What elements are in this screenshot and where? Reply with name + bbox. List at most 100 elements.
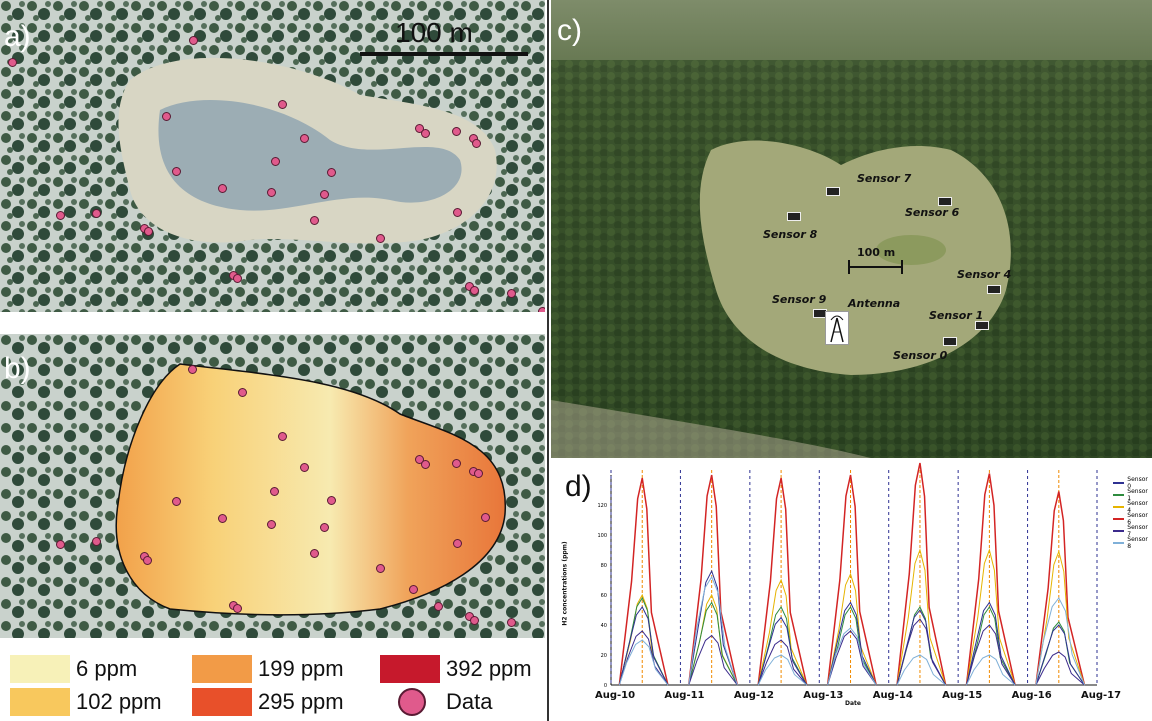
y-tick-label: 80	[601, 563, 607, 569]
data-point-marker	[143, 556, 152, 565]
data-point-marker	[320, 190, 329, 199]
data-point-marker	[278, 100, 287, 109]
series-line-s4	[965, 548, 1016, 686]
data-point-marker	[376, 564, 385, 573]
data-point-marker	[92, 209, 101, 218]
data-point-marker	[415, 455, 424, 464]
y-tick-label: 40	[601, 623, 607, 629]
data-point-marker	[481, 513, 490, 522]
data-point-marker	[310, 549, 319, 558]
legend-entry: Sensor 0	[1113, 476, 1152, 490]
series-line-s4	[1035, 549, 1085, 686]
sensor-label-7: Sensor 7	[857, 172, 912, 185]
series-line-s1	[688, 601, 738, 686]
series-line-s0	[965, 601, 1016, 686]
data-point-marker	[172, 497, 181, 506]
legend-item-102ppm: 102 ppm	[10, 688, 162, 716]
sensor-marker-0	[943, 337, 957, 346]
data-point-marker	[453, 539, 462, 548]
panel-b: b)	[0, 334, 545, 638]
legend-label: Sensor 6	[1127, 512, 1148, 526]
series-line-s7	[688, 634, 738, 686]
series-line-s7	[1035, 651, 1085, 686]
panel-d: d) 0 20 40 60 80 100 120 H2 concentrations (pp…	[551, 460, 1152, 721]
sensor-label-9: Sensor 9	[772, 293, 827, 306]
data-point-marker	[470, 616, 479, 625]
series-line-s6	[757, 477, 808, 686]
data-point-marker	[474, 469, 483, 478]
y-tick-label: 60	[601, 593, 607, 599]
data-point-marker	[162, 112, 171, 121]
data-point-marker	[320, 523, 329, 532]
legend-entry: Sensor 8	[1113, 536, 1152, 550]
data-point-marker	[538, 307, 545, 312]
data-point-marker	[270, 487, 279, 496]
scale-bar-c-label: 100 m	[857, 246, 896, 259]
legend-line	[1113, 542, 1125, 544]
data-point-marker	[271, 157, 280, 166]
x-tick-label: Aug-12	[733, 690, 774, 701]
data-point-marker	[188, 365, 197, 374]
data-point-marker	[421, 129, 430, 138]
data-marker-icon	[398, 688, 426, 716]
series-line-s6	[1035, 491, 1086, 686]
data-point-marker	[415, 124, 424, 133]
data-point-marker	[278, 432, 287, 441]
y-axis-label: H2 concentrations (ppm)	[561, 541, 569, 626]
series-line-s8	[827, 627, 877, 686]
data-point-marker	[189, 36, 198, 45]
data-point-marker	[470, 286, 479, 295]
panel-c: c) 100 m Sensor 7 Sensor 6 Sensor 8 Sens…	[551, 0, 1152, 458]
legend-line	[1113, 506, 1125, 508]
y-tick-label: 120	[597, 503, 607, 509]
data-point-marker	[327, 496, 336, 505]
x-tick-label: Aug-10	[595, 690, 636, 701]
x-tick-label: Aug-13	[803, 690, 844, 701]
sensor-label-8: Sensor 8	[763, 228, 818, 241]
series-line-s0	[757, 616, 808, 686]
data-point-marker	[92, 537, 101, 546]
data-point-marker	[376, 234, 385, 243]
x-axis-label: Date	[845, 700, 861, 707]
panel-a: a) 100 m	[0, 0, 545, 312]
data-point-marker	[8, 58, 17, 67]
series-line-s8	[1035, 597, 1085, 686]
scale-bar-label: 100 m	[395, 17, 473, 48]
antenna-icon	[825, 311, 849, 345]
series-line-s0	[1035, 624, 1085, 686]
aerial-oblique-photo	[551, 0, 1152, 458]
data-point-marker	[452, 459, 461, 468]
sensor-marker-7	[826, 187, 840, 196]
data-point-marker	[56, 211, 65, 220]
scale-bar-c-right-tick	[901, 260, 903, 274]
legend-item-data: Data	[380, 688, 492, 716]
legend-line	[1113, 530, 1125, 532]
x-tick-label: Aug-17	[1081, 690, 1122, 701]
sensor-marker-8	[787, 212, 801, 221]
sensor-label-6: Sensor 6	[905, 206, 960, 219]
panel-label-a: a)	[4, 20, 31, 53]
sensor-marker-6	[938, 197, 952, 206]
series-line-s8	[757, 654, 808, 686]
panel-label-c: c)	[557, 14, 582, 47]
legend-item-6ppm: 6 ppm	[10, 655, 137, 683]
concentration-surface	[115, 363, 506, 616]
series-line-s6	[826, 474, 877, 686]
antenna-label: Antenna	[848, 297, 901, 310]
legend-item-392ppm: 392 ppm	[380, 655, 532, 683]
data-point-marker	[434, 602, 443, 611]
data-point-marker	[327, 168, 336, 177]
panel-label-d: d)	[565, 470, 592, 503]
data-point-marker	[267, 520, 276, 529]
h2-timeseries-chart: 0 20 40 60 80 100 120	[597, 462, 1098, 689]
series-line-s4	[896, 548, 947, 686]
x-tick-label: Aug-11	[664, 690, 705, 701]
sensor-label-4: Sensor 4	[957, 268, 1012, 281]
y-tick-label: 100	[597, 533, 607, 539]
scale-bar	[360, 52, 528, 56]
scale-bar-c	[848, 266, 902, 268]
data-point-marker	[144, 227, 153, 236]
series-line-s0	[688, 569, 738, 686]
data-point-marker	[310, 216, 319, 225]
legend-entry: Sensor 7	[1113, 524, 1152, 538]
